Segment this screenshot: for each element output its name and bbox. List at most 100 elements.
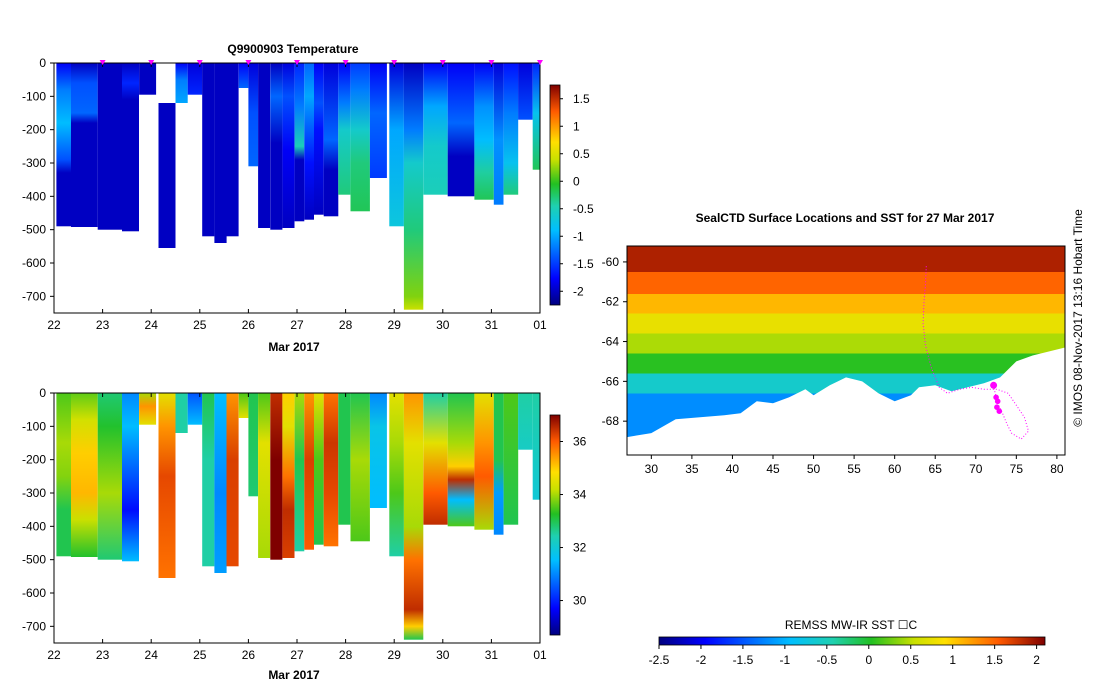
p2-profile-20 xyxy=(338,393,351,525)
p2-profile-28 xyxy=(493,393,504,535)
temperature-x-axis-label: Mar 2017 xyxy=(268,340,320,354)
p1-profile-31 xyxy=(532,63,540,170)
sst-colorbar-tick-label: -2 xyxy=(696,653,707,667)
p2-profile-3 xyxy=(122,393,139,562)
surface-marker xyxy=(245,60,252,65)
surface-location xyxy=(994,398,1001,405)
y-tick-label: -200 xyxy=(22,453,46,467)
colorbar-tick-label: 1 xyxy=(573,119,580,133)
p1-profile-17 xyxy=(304,63,314,220)
p1-profile-10 xyxy=(226,63,239,237)
sst-map-panel: SealCTD Surface Locations and SST for 27… xyxy=(602,209,1085,667)
p1-profile-0 xyxy=(56,63,71,227)
x-tick-label: 31 xyxy=(485,318,499,332)
lon-tick-label: 60 xyxy=(888,462,902,476)
surface-location xyxy=(996,408,1003,415)
p1-profile-11 xyxy=(238,63,249,88)
x-tick-label: 26 xyxy=(242,648,256,662)
salinity-axis-ticks: 22 23 24 25 26 27 28 29 30 31 01 0 -100 -200 -300 -400 -… xyxy=(22,386,547,662)
temperature-chart-title: Q9900903 Temperature xyxy=(227,42,359,56)
y-tick-label: -500 xyxy=(22,223,46,237)
p1-profile-21 xyxy=(350,63,370,212)
x-tick-label: 25 xyxy=(193,318,207,332)
temperature-profile-cells xyxy=(56,63,540,310)
sst-colorbar-label: REMSS MW-IR SST ☐C xyxy=(785,618,918,632)
x-tick-label: 23 xyxy=(96,318,110,332)
x-tick-label: 30 xyxy=(436,318,450,332)
lat-tick-label: -68 xyxy=(602,414,620,428)
lon-tick-label: 40 xyxy=(726,462,740,476)
y-tick-label: -700 xyxy=(22,289,46,303)
p1-profile-2 xyxy=(97,63,122,230)
y-tick-label: -600 xyxy=(22,256,46,270)
x-tick-label: 28 xyxy=(339,648,353,662)
p2-profile-30 xyxy=(518,393,533,450)
p2-profile-4 xyxy=(139,393,157,425)
p1-profile-16 xyxy=(294,63,305,222)
x-tick-label: 31 xyxy=(485,648,499,662)
colorbar-tick-label: 1.5 xyxy=(573,92,590,106)
p2-profile-21 xyxy=(350,393,370,542)
sst-field xyxy=(627,246,1065,455)
y-tick-label: -200 xyxy=(22,123,46,137)
lat-tick-label: -62 xyxy=(602,295,620,309)
p1-profile-12 xyxy=(248,63,259,167)
y-tick-label: 0 xyxy=(39,56,46,70)
y-tick-label: -100 xyxy=(22,89,46,103)
colorbar-tick-label: 36 xyxy=(573,435,587,449)
p2-profile-2 xyxy=(97,393,122,560)
surface-marker xyxy=(294,60,300,65)
p1-profile-8 xyxy=(202,63,215,237)
p2-profile-8 xyxy=(202,393,215,567)
p2-profile-13 xyxy=(258,393,271,558)
sst-colorbar-tick-label: 1.5 xyxy=(986,653,1003,667)
p1-profile-7 xyxy=(187,63,203,95)
p2-colorbar-bar xyxy=(549,414,561,636)
salinity-x-axis-label: Mar 2017 xyxy=(268,668,320,682)
y-tick-label: -400 xyxy=(22,189,46,203)
sst-colorbar-tick-label: 0 xyxy=(865,653,872,667)
sst-colorbar: REMSS MW-IR SST ☐C -2.5 -2 -1.5 -1 -0.5 0 0.5 1… xyxy=(649,618,1046,667)
p1-profile-24 xyxy=(403,63,424,310)
temperature-section-panel: Q9900903 Temperature 22 23 24 25 26 27 28 29 30 3… xyxy=(22,42,594,354)
p2-profile-19 xyxy=(323,393,339,547)
p2-profile-5 xyxy=(158,393,176,578)
salinity-profile-cells xyxy=(56,393,540,640)
colorbar-tick-label: 32 xyxy=(573,541,587,555)
p1-profile-29 xyxy=(503,63,519,195)
p2-profile-27 xyxy=(474,393,494,530)
p2-profile-14 xyxy=(270,393,283,560)
x-tick-label: 29 xyxy=(388,648,402,662)
p2-profile-31 xyxy=(532,393,540,500)
lon-tick-label: 80 xyxy=(1050,462,1064,476)
p2-profile-0 xyxy=(56,393,71,557)
p1-profile-23 xyxy=(389,63,404,227)
x-tick-label: 01 xyxy=(533,648,547,662)
p2-profile-25 xyxy=(423,393,448,525)
p2-profile-23 xyxy=(389,393,404,557)
p1-profile-1 xyxy=(71,63,98,227)
p2-profile-15 xyxy=(282,393,295,558)
p1-colorbar-bar xyxy=(549,84,561,306)
lon-tick-label: 55 xyxy=(847,462,861,476)
p2-profile-11 xyxy=(238,393,249,418)
colorbar-tick-label: 30 xyxy=(573,594,587,608)
p1-profile-25 xyxy=(423,63,448,195)
sst-colorbar-bar xyxy=(658,636,1046,646)
x-tick-label: 27 xyxy=(290,648,304,662)
p2-profile-29 xyxy=(503,393,519,525)
surface-marker xyxy=(439,60,446,65)
p1-profile-15 xyxy=(282,63,295,228)
p1-profile-26 xyxy=(447,63,475,197)
colorbar-tick-label: -1 xyxy=(573,229,584,243)
x-tick-label: 28 xyxy=(339,318,353,332)
lon-tick-label: 75 xyxy=(1010,462,1024,476)
p1-profile-14 xyxy=(270,63,283,230)
p2-profile-7 xyxy=(187,393,203,425)
y-tick-label: -100 xyxy=(22,419,46,433)
lat-tick-label: -66 xyxy=(602,374,620,388)
p1-profile-27 xyxy=(474,63,494,200)
sst-colorbar-tick-label: -1.5 xyxy=(733,653,754,667)
y-tick-label: -300 xyxy=(22,486,46,500)
